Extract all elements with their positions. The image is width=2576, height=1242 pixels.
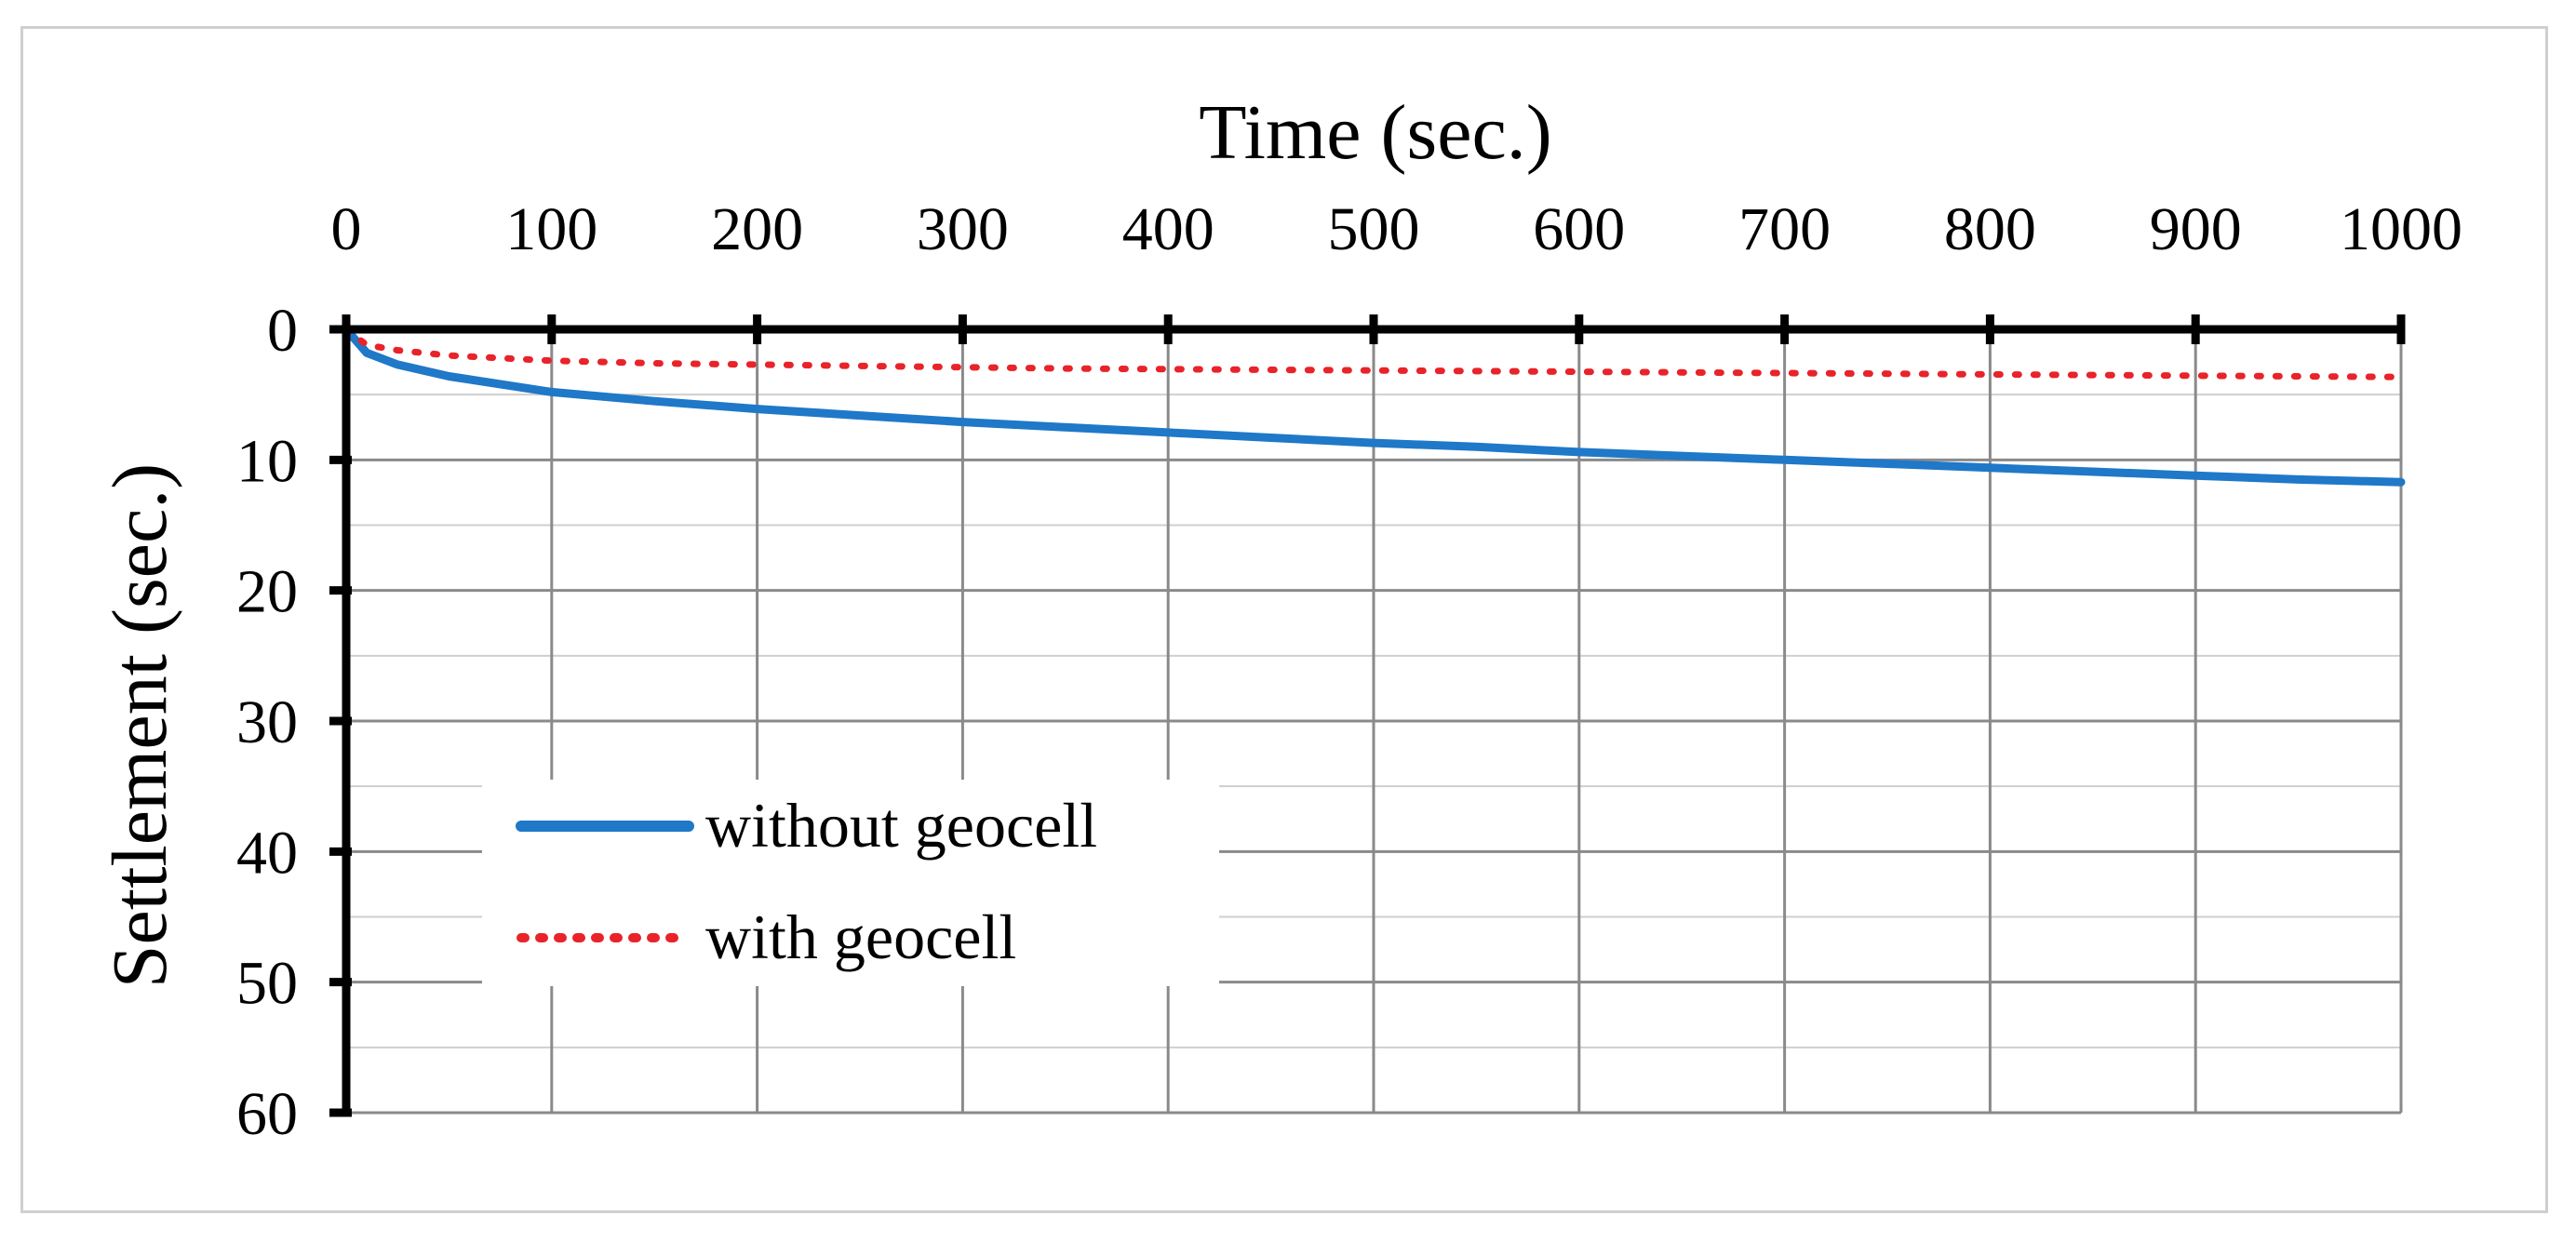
x-tick-label: 400 [1122, 195, 1214, 263]
x-tick-label: 1000 [2340, 195, 2462, 263]
y-tick-label: 30 [236, 688, 298, 756]
axis-layer [329, 314, 2406, 1117]
series-layer [342, 325, 2406, 487]
x-tick-label: 900 [2150, 195, 2242, 263]
x-tick-label: 100 [505, 195, 597, 263]
y-tick-label: 20 [236, 558, 298, 626]
y-axis-title: Settlement (sec.) [97, 463, 183, 988]
x-tick-label: 500 [1328, 195, 1420, 263]
legend: without geocell with geocell [482, 780, 1219, 986]
x-axis-title: Time (sec.) [1199, 89, 1552, 176]
series-line-without-geocell [342, 325, 2406, 487]
y-tick-label: 50 [236, 950, 298, 1018]
y-tick-label: 60 [236, 1080, 298, 1148]
y-tick-label: 0 [267, 297, 298, 365]
series-line-with-geocell [342, 326, 2405, 381]
y-tick-label: 40 [236, 819, 298, 887]
x-tick-label: 600 [1533, 195, 1625, 263]
legend-label-without-geocell: without geocell [705, 790, 1097, 861]
x-tick-label: 300 [917, 195, 1009, 263]
x-tick-label: 0 [331, 195, 362, 263]
x-tick-label: 200 [711, 195, 803, 263]
tick-label-layer: 0 100 200 300 400 500 600 700 800 900 1000 0 10 20 30 4… [236, 195, 2462, 1148]
x-tick-label: 700 [1738, 195, 1831, 263]
chart-frame [20, 26, 2548, 1213]
legend-label-with-geocell: with geocell [705, 901, 1016, 972]
legend-box [482, 780, 1219, 986]
x-tick-label: 800 [1944, 195, 2036, 263]
y-tick-label: 10 [236, 427, 298, 495]
